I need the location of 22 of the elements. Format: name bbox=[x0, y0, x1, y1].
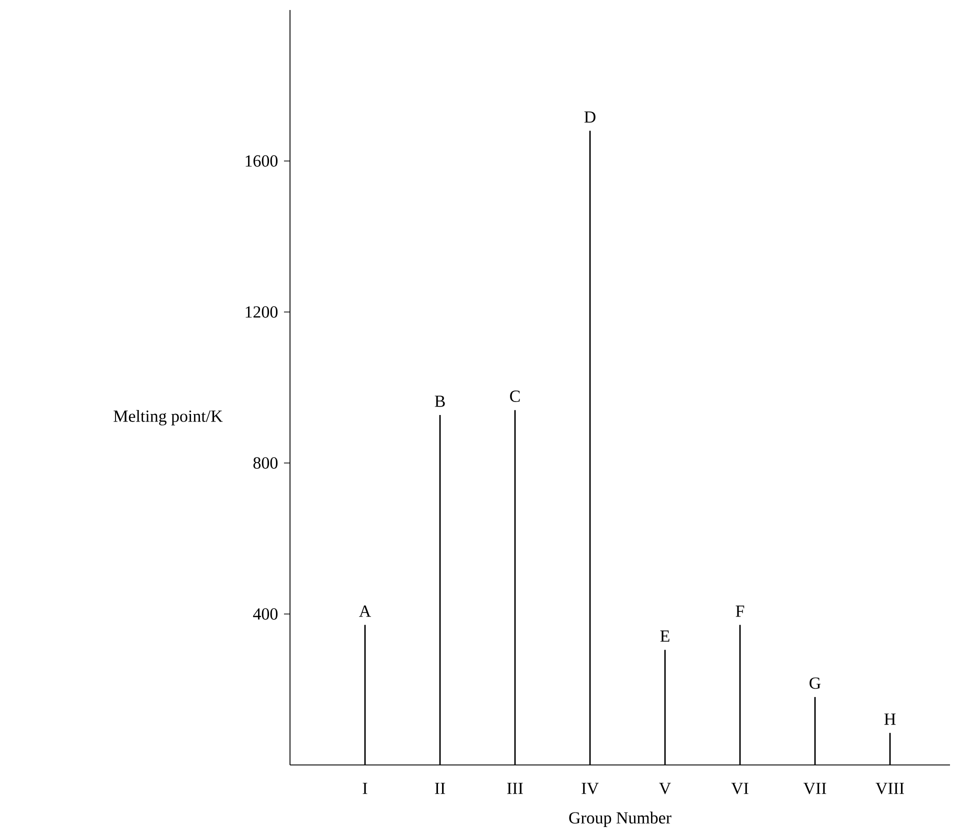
x-tick-label: V bbox=[659, 782, 671, 794]
x-tick-label: III bbox=[507, 782, 523, 794]
x-tick-label: IV bbox=[582, 782, 599, 794]
annotation: E bbox=[660, 630, 670, 642]
x-tick-label: II bbox=[434, 782, 446, 794]
x-tick-label: VI bbox=[731, 782, 748, 794]
annotation: F bbox=[736, 606, 744, 617]
x-tick-label: I bbox=[362, 782, 368, 794]
x-tick-label: VIII bbox=[876, 782, 904, 794]
y-tick-label: 400 bbox=[253, 608, 278, 620]
y-axis-title: Melting point/K bbox=[114, 410, 223, 426]
x-axis-title: Group Number bbox=[569, 812, 672, 828]
annotation: G bbox=[810, 677, 821, 689]
annotation: C bbox=[510, 390, 520, 402]
y-tick-label: 1200 bbox=[246, 306, 278, 318]
x-tick-label: VII bbox=[803, 782, 826, 794]
annotation: D bbox=[584, 111, 596, 123]
y-tick-label: 1600 bbox=[246, 155, 278, 167]
annotation: A bbox=[359, 606, 371, 617]
y-tick-label: 800 bbox=[253, 457, 278, 469]
annotation: B bbox=[434, 396, 445, 407]
annotation: H bbox=[884, 714, 896, 725]
